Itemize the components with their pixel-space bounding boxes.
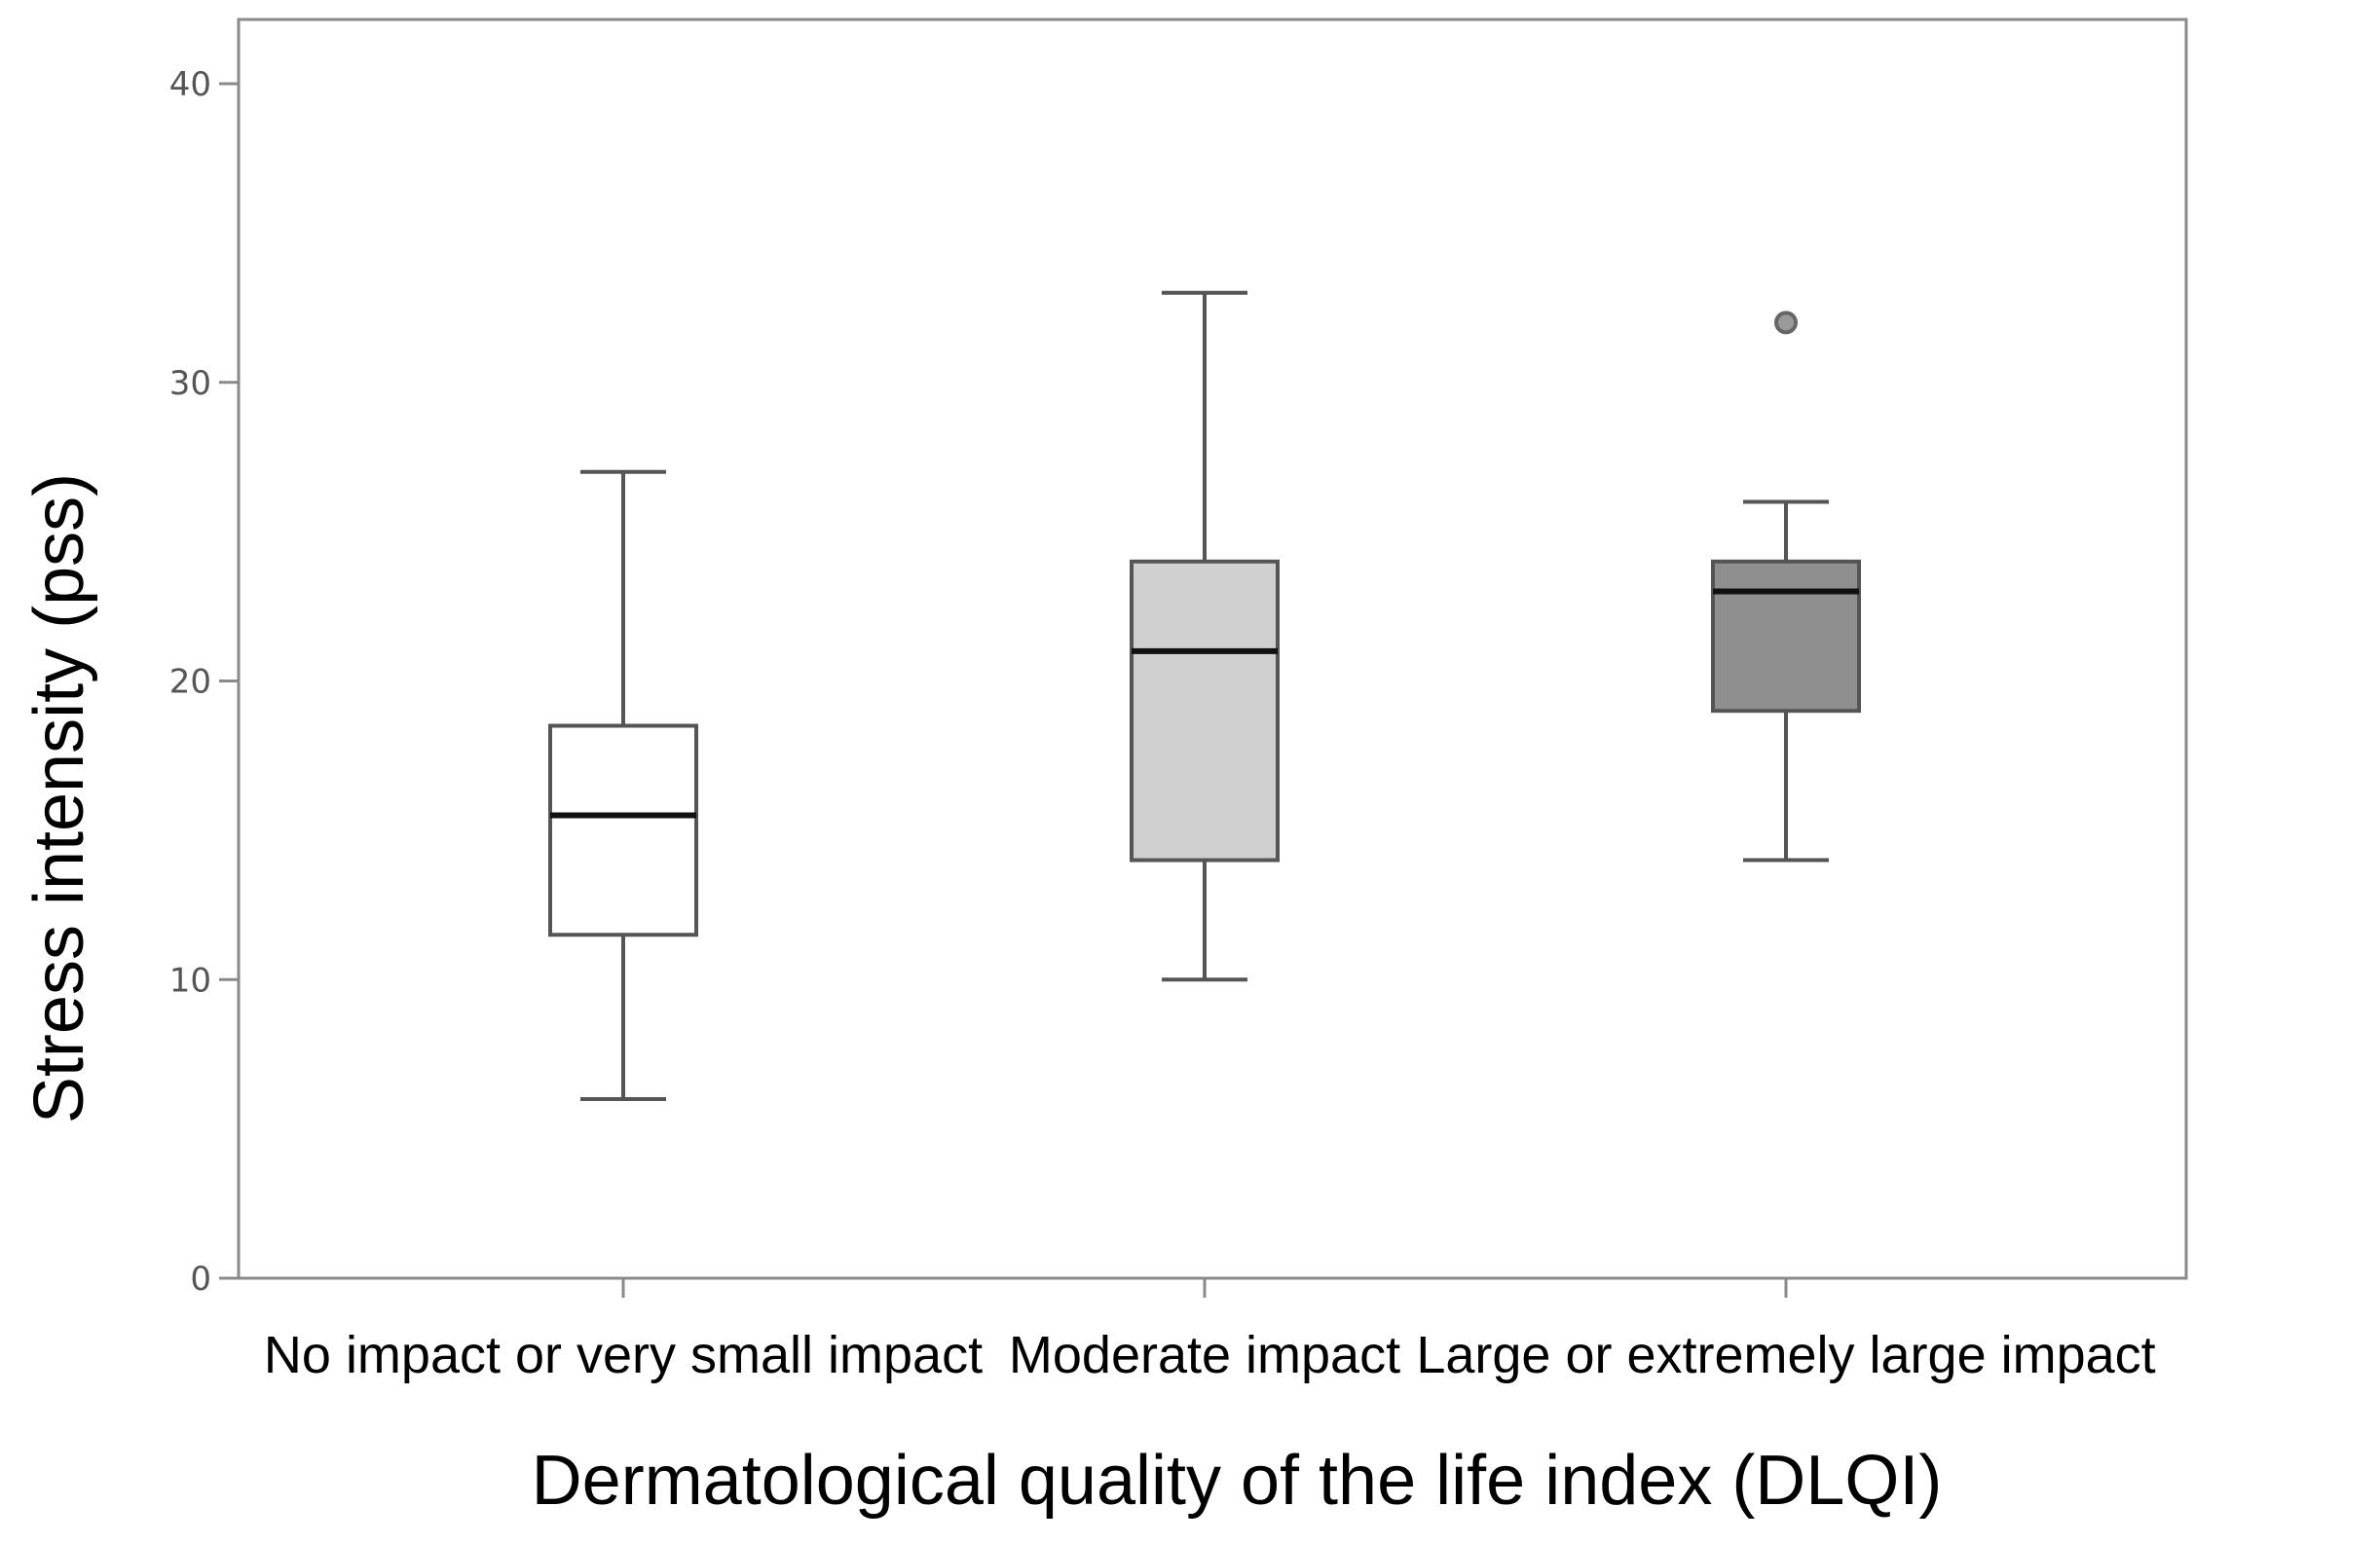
x-category-label: Large or extremely large impact: [1416, 1326, 2155, 1384]
x-axis-ticks: No impact or very small impact Moderate i…: [264, 1278, 2156, 1384]
y-tick-label: 30: [169, 364, 211, 403]
box-1: [548, 469, 698, 1101]
box-2: [1130, 290, 1280, 982]
y-tick-label: 10: [169, 961, 211, 1000]
y-tick-label: 0: [190, 1260, 211, 1299]
x-axis-title: Dermatological quality of the life index…: [532, 1442, 1943, 1520]
y-tick-label: 40: [169, 65, 211, 104]
outlier-point: [1774, 311, 1798, 335]
iqr-box: [548, 723, 698, 937]
y-tick-label: 20: [169, 663, 211, 702]
box-3: [1711, 311, 1861, 863]
plot-frame: [237, 18, 2188, 1280]
box-series: [548, 290, 1861, 1101]
x-category-label: No impact or very small impact: [264, 1326, 983, 1384]
x-category-label: Moderate impact: [1009, 1326, 1400, 1384]
y-axis-title: Stress intensity (pss): [20, 473, 98, 1123]
y-axis-ticks: 0 10 20 30 40: [169, 65, 239, 1299]
iqr-box: [1711, 559, 1861, 714]
iqr-box: [1130, 559, 1280, 863]
